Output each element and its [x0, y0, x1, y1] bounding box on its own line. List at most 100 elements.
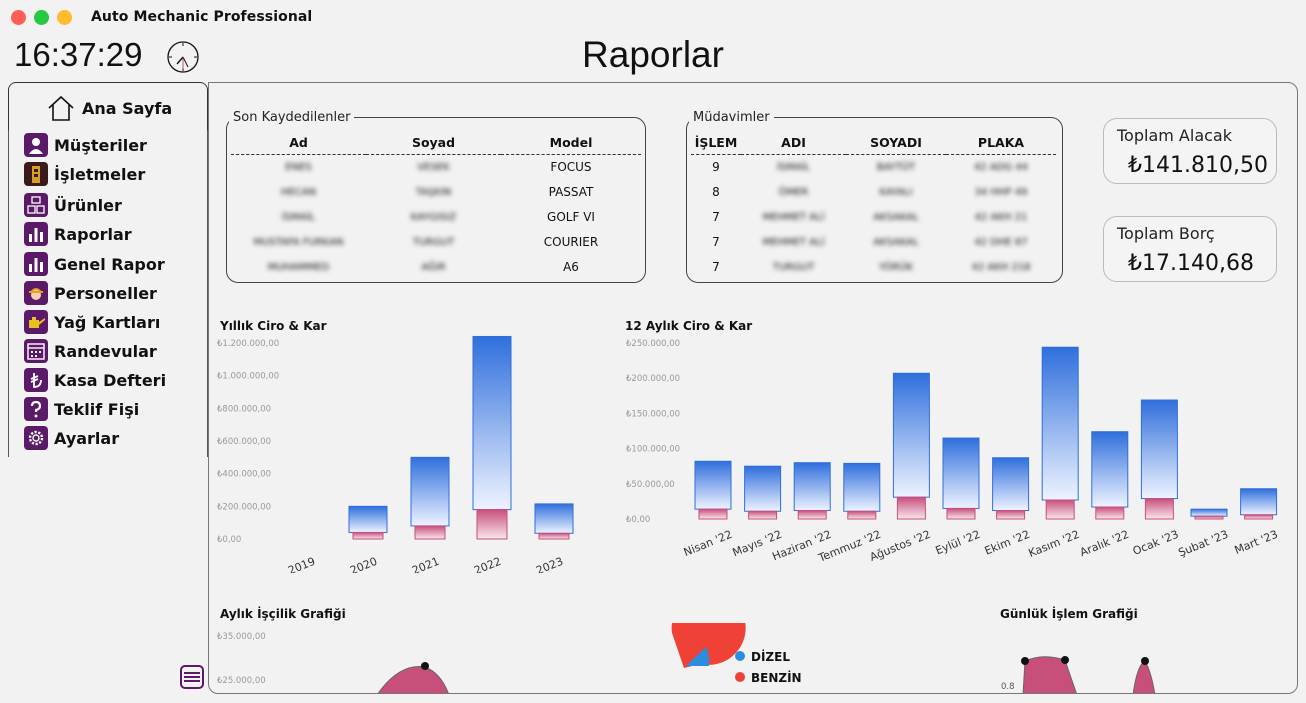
x-tick-label: Mart '23: [1233, 528, 1280, 557]
x-tick-label: Ekim '22: [983, 528, 1032, 558]
sidebar-item-urunler[interactable]: Ürünler: [24, 192, 204, 218]
legend-label-benzin: BENZİN: [751, 670, 802, 685]
clock-time: 16:37:29: [14, 36, 143, 73]
labor-chart: ₺35.000,00 ₺25.000,00: [217, 632, 449, 693]
bar-revenue: [793, 462, 831, 512]
close-window-button[interactable]: [11, 10, 26, 25]
y-tick-label: ₺100.000,00: [626, 445, 680, 455]
y-tick-label: ₺800.000,00: [217, 404, 271, 414]
table-row[interactable]: ENES VESEK FOCUS: [231, 155, 641, 180]
cell-plaka: 42 AKH 21: [974, 211, 1028, 223]
cell-plaka: 42 ADG 44: [973, 161, 1029, 173]
sidebar-item-raporlar[interactable]: Raporlar: [24, 221, 204, 247]
sidebar-item-ayarlar[interactable]: Ayarlar: [24, 425, 204, 451]
bar-profit: [946, 507, 976, 520]
bar-revenue: [1240, 488, 1278, 516]
sidebar-item-label: Randevular: [54, 342, 157, 361]
calendar-icon: [24, 339, 48, 363]
bar-revenue: [942, 437, 980, 509]
bar-profit: [1244, 514, 1274, 520]
bar-profit: [797, 510, 827, 520]
app-title: Auto Mechanic Professional: [91, 9, 313, 25]
table-row[interactable]: MUHAMMED AĞIR A6: [231, 255, 641, 280]
sidebar-item-teklif-fisi[interactable]: Teklif Fişi: [24, 396, 204, 422]
bar-revenue: [744, 465, 782, 512]
table-row[interactable]: 9 İSMAİL BAYTÜT 42 ADG 44: [691, 155, 1056, 180]
bar-revenue: [843, 462, 881, 512]
pie-slice-dizel-fill: [686, 647, 710, 666]
bar-revenue: [348, 505, 388, 533]
labor-tick-35000: ₺35.000,00: [217, 632, 266, 642]
sidebar-item-musteriler[interactable]: Müşteriler: [24, 132, 204, 158]
y-tick-label: ₺200.000,00: [217, 502, 271, 512]
table-row[interactable]: 7 TURGUT YÖRÜK 42 AKH 218: [691, 255, 1056, 280]
maximize-window-button[interactable]: [34, 10, 49, 25]
y-tick-label: ₺150.000,00: [626, 409, 680, 419]
bar-profit: [1045, 499, 1075, 520]
y-tick-label: ₺0,00: [217, 535, 241, 545]
reports-panel: Son Kaydedilenler Ad Soyad Model ENES VES…: [208, 82, 1298, 694]
cell-soyad: VESEK: [417, 161, 450, 173]
cell-adi: ÖMER: [778, 186, 809, 198]
table-row[interactable]: İSMAİL KAYGISIZ GOLF VI: [231, 205, 641, 230]
table-row[interactable]: 7 MEHMET ALİ AKSAKAL 42 DHE 87: [691, 230, 1056, 255]
sidebar-item-genel-rapor[interactable]: Genel Rapor: [24, 251, 204, 277]
bar-revenue: [1041, 346, 1079, 501]
table-row[interactable]: HECAN TAŞKIN PASSAT: [231, 180, 641, 205]
sidebar-item-label: Yağ Kartları: [54, 313, 161, 332]
sidebar-item-label: İşletmeler: [54, 165, 146, 184]
sidebar-item-label: Ürünler: [54, 196, 122, 215]
recent-records-table: Ad Soyad Model ENES VESEK FOCUS HECAN TAŞKI…: [231, 131, 641, 280]
cell-ad: İSMAİL: [281, 211, 316, 223]
bar-revenue: [1190, 508, 1228, 517]
daily-tick: 0.8: [1001, 682, 1015, 692]
y-tick-label: ₺50.000,00: [626, 480, 675, 490]
cell-islem: 7: [712, 235, 720, 249]
table-row[interactable]: 7 MEHMET ALİ AKSAKAL 42 AKH 21: [691, 205, 1056, 230]
bar-profit: [538, 532, 570, 540]
sidebar-item-yag-kartlari[interactable]: Yağ Kartları: [24, 309, 204, 335]
sidebar-item-label: Müşteriler: [54, 136, 147, 155]
boxes-icon: [24, 193, 48, 217]
cell-adi: MEHMET ALİ: [762, 211, 825, 223]
legend-dot-benzin: [735, 672, 745, 682]
x-tick-label: Şubat '23: [1177, 528, 1231, 560]
x-tick-label: Aralık '22: [1078, 528, 1131, 559]
column-header-model: Model: [501, 131, 641, 155]
cell-model: GOLF VI: [547, 210, 595, 224]
cell-soyad: TAŞKIN: [415, 186, 452, 198]
bar-revenue: [534, 503, 574, 534]
sidebar-item-isletmeler[interactable]: İşletmeler: [24, 161, 204, 187]
building-icon: [24, 162, 48, 186]
column-header-islem: İŞLEM: [691, 131, 741, 155]
minimize-window-button[interactable]: [57, 10, 72, 25]
lira-icon: [24, 368, 48, 392]
regulars-legend: Müdavimler: [693, 110, 770, 125]
sidebar-item-personeller[interactable]: Personeller: [24, 280, 204, 306]
labor-chart-title: Aylık İşçilik Grafiği: [220, 607, 346, 621]
title-bar: Auto Mechanic Professional: [0, 0, 1306, 34]
total-receivable-value: ₺141.810,50: [1128, 153, 1268, 178]
sidebar-item-randevular[interactable]: Randevular: [24, 338, 204, 364]
clock-icon: [167, 41, 199, 73]
sidebar-item-kasa-defteri[interactable]: Kasa Defteri: [24, 367, 204, 393]
menu-icon[interactable]: [180, 665, 204, 689]
table-row[interactable]: MUSTAFA FURKAN TURGUT COURIER: [231, 230, 641, 255]
recent-records-box: Son Kaydedilenler Ad Soyad Model ENES VES…: [226, 110, 646, 283]
sidebar-item-label: Teklif Fişi: [54, 400, 140, 419]
bar-revenue: [992, 457, 1030, 512]
home-tab[interactable]: Ana Sayfa: [8, 82, 208, 130]
column-header-ad: Ad: [231, 131, 366, 155]
labor-area: [377, 666, 449, 693]
bar-revenue: [410, 456, 450, 527]
table-row[interactable]: 8 ÖMER KAYALI 34 HHP 49: [691, 180, 1056, 205]
cell-soyad: AĞIR: [421, 261, 446, 273]
x-tick-label: 2022: [472, 555, 503, 573]
total-receivable-card: Toplam Alacak ₺141.810,50: [1103, 118, 1277, 184]
legend-dot-dizel: [735, 651, 745, 661]
column-header-adi: ADI: [741, 131, 846, 155]
bar-profit: [352, 531, 384, 540]
monthly-chart-title: 12 Aylık Ciro & Kar: [625, 319, 753, 333]
bar-profit: [476, 509, 508, 540]
cell-model: PASSAT: [548, 185, 594, 199]
